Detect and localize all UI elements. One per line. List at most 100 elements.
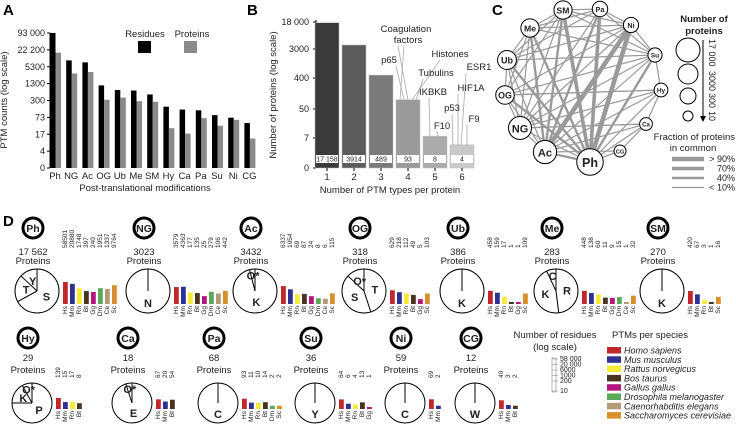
species-code: Bt [262, 411, 269, 417]
residue-count: 11 [602, 241, 609, 248]
residue-count: 11 [248, 371, 255, 378]
species-bar-Sc [223, 290, 228, 304]
species-bar-Rn [70, 401, 75, 409]
annotation-leader-line [415, 78, 424, 101]
species-bar-Rn [502, 296, 507, 304]
species-bar-Gg [91, 292, 96, 304]
species-bar-Ce [216, 293, 221, 304]
residue-count: 5 [417, 244, 424, 248]
species-bar-Mm [436, 405, 441, 409]
panel-b-value-box [343, 155, 365, 163]
residues-bar [82, 62, 88, 169]
panel-b-value-box [316, 155, 338, 163]
pie-divider [347, 275, 365, 292]
panel-b-annotation: Histones [432, 49, 469, 60]
protein-count: 59 [396, 353, 407, 364]
pie-slice-label: Y [29, 276, 37, 288]
residues-bar [244, 123, 250, 168]
residue-count: 159 [494, 237, 501, 248]
residue-count: 6 [345, 374, 352, 378]
protein-count: 270 [650, 247, 666, 258]
pie-slice-label: C [401, 409, 409, 421]
species-code: Gg [417, 306, 424, 315]
pie-slice-label: R [563, 285, 571, 297]
network-edge-Su-Ph [588, 54, 657, 163]
network-edge-Su-OG [504, 54, 656, 96]
residues-bar [147, 94, 153, 168]
species-bar-Sc [277, 405, 282, 409]
species-bar-Sc [330, 293, 335, 304]
species-bar-Mm [288, 289, 293, 304]
fraction-legend-label: < 10% [709, 183, 735, 193]
pie-divider [249, 269, 256, 292]
ptm-module-Me: Me R KC 448 Hs 138 Mm 60 Rn 11 Bt 9 Gg 15 Dm 1 Ce 32 Sc [533, 216, 637, 317]
species-code: Rn [352, 411, 359, 420]
residue-count: 67 [155, 370, 162, 378]
panel-b-annotation: factors [394, 35, 423, 46]
ptm-badge [132, 216, 156, 240]
species-bar-Bt [195, 293, 200, 304]
residue-count: 420 [687, 237, 694, 248]
proteins-label: Proteins [343, 256, 378, 267]
node-circle [622, 16, 640, 34]
ptm-badge [202, 326, 226, 350]
pie-divider [21, 385, 33, 404]
network-edge-Me-Ac [528, 27, 547, 153]
panel-b-value-label: 8 [433, 157, 437, 164]
size-legend-label: 10 [707, 111, 717, 121]
node-label: NG [512, 123, 528, 135]
network-node-Ph: Ph [576, 148, 604, 176]
species-swatch-Dm [607, 393, 621, 400]
panel-a-x-tick-label: NG [64, 171, 78, 182]
species-legend-item: Homo sapiens [624, 346, 682, 356]
annotation-leader-line [397, 45, 409, 101]
species-bar-Sc [631, 295, 636, 304]
species-code: Rn [69, 411, 76, 420]
ptm-badge-label: NG [136, 223, 152, 235]
node-label: OG [498, 91, 512, 101]
species-code: Sc [111, 305, 118, 313]
species-bar-Bt [84, 291, 89, 304]
residues-bar [114, 90, 121, 168]
panel-b-bar [341, 44, 367, 169]
panel-c-label: C [492, 2, 503, 19]
species-bar-Hs [281, 286, 286, 304]
proteins-bar [217, 125, 223, 168]
panel-b-value-box [424, 155, 446, 163]
species-bar-Bt [603, 297, 608, 304]
species-code: Mm [287, 306, 294, 317]
panel-a-x-tick-label: Ub [114, 171, 126, 182]
residue-count: 15 [616, 240, 623, 248]
residue-count: 1054 [287, 233, 294, 248]
panel-b-value-label: 17 158 [316, 157, 338, 164]
panel-a-x-tick-label: Su [211, 171, 223, 182]
species-bar-Mm [589, 293, 594, 304]
species-bar-Mm [397, 292, 402, 304]
panel-a-x-tick-label: Pa [195, 171, 207, 182]
annotation-leader-line [395, 65, 405, 101]
species-bar-Mm [695, 294, 700, 304]
species-code: Hs [487, 305, 494, 314]
residue-count: 177 [187, 237, 194, 248]
pie-slice-label: K [658, 298, 666, 310]
species-bar-Mm [63, 402, 68, 409]
residue-count: 9764 [111, 233, 118, 248]
pie-divider [17, 290, 38, 303]
residue-legend-scale [551, 357, 557, 393]
species-bar-Dm [209, 291, 214, 304]
network-node-OG: OG [495, 85, 515, 105]
residue-count: 10 [255, 370, 262, 378]
panel-a-y-tick-label: 1300 [25, 79, 45, 89]
species-bar-Gg [418, 299, 423, 304]
proteins-label: Proteins [535, 256, 570, 267]
ptm-module-Hy: Hy PKO* 139 Hs 15 Mm 17 Rn 8 Bt [11, 326, 83, 424]
residue-count: 135 [194, 237, 201, 248]
panel-a-x-tick-label: Ph [49, 171, 61, 182]
residue-legend-tick-label: 20 000 [560, 362, 582, 369]
panel-a-x-tick-label: Ca [179, 171, 192, 182]
species-bar-Bt [302, 293, 307, 304]
network-edge-Ub-Ph [506, 59, 591, 163]
panel-b-annotation: F10 [434, 121, 450, 132]
residue-count: 1 [515, 244, 522, 248]
pie-divider [555, 290, 560, 313]
